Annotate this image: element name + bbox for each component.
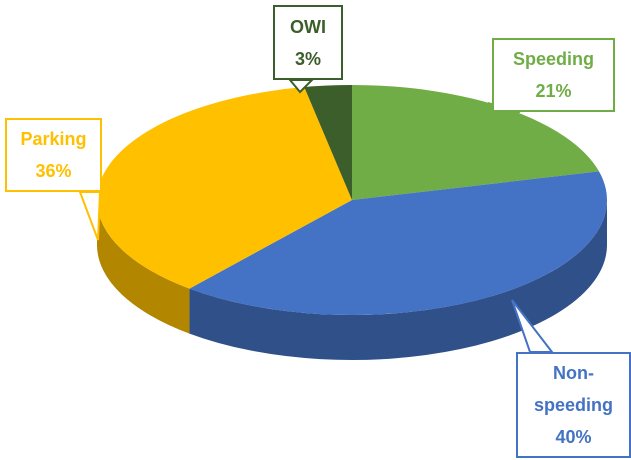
slice [304, 85, 352, 200]
data-label: OWI 3% [273, 5, 343, 80]
slice [352, 85, 599, 200]
slice [189, 171, 607, 315]
slice-side [189, 200, 607, 360]
category-label: Non-speeding [533, 363, 613, 415]
data-label: Non-speeding 40% [516, 352, 631, 458]
category-label: Parking [20, 129, 87, 149]
value-label: 40% [555, 427, 592, 447]
value-label: 3% [294, 48, 321, 69]
value-label: 21% [535, 81, 572, 101]
category-label: Speeding [512, 49, 594, 69]
data-label: Parking 36% [5, 118, 102, 192]
callout-pointer [78, 191, 102, 241]
value-label: 36% [35, 161, 72, 181]
data-label: Speeding 21% [492, 38, 615, 112]
slice-side [96, 200, 190, 334]
category-label: OWI [290, 16, 326, 37]
slice [97, 87, 352, 289]
callout-pointer [287, 79, 315, 94]
